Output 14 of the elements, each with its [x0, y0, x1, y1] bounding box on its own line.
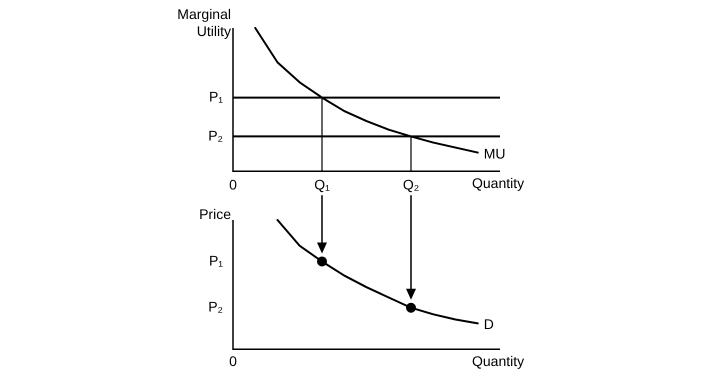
x-tick-label: 0 [229, 176, 238, 192]
x-axis-title: Quantity [472, 353, 524, 370]
text: 0 [229, 353, 238, 370]
y-axis-title: Price [199, 206, 232, 222]
y-axis-title: Marginal Utility [177, 6, 231, 39]
ref-line-label: P₁ [208, 88, 224, 104]
x-tick-label: Q₂ [402, 176, 420, 192]
x-tick-label: Q₁ [314, 176, 330, 192]
series-label: MU [484, 145, 506, 162]
ref-line-label: P₂ [208, 127, 223, 144]
series-label: D [484, 316, 494, 332]
x-axis-title: Quantity [472, 175, 524, 192]
text: P₁ [208, 252, 224, 268]
text: P₂ [208, 298, 223, 315]
